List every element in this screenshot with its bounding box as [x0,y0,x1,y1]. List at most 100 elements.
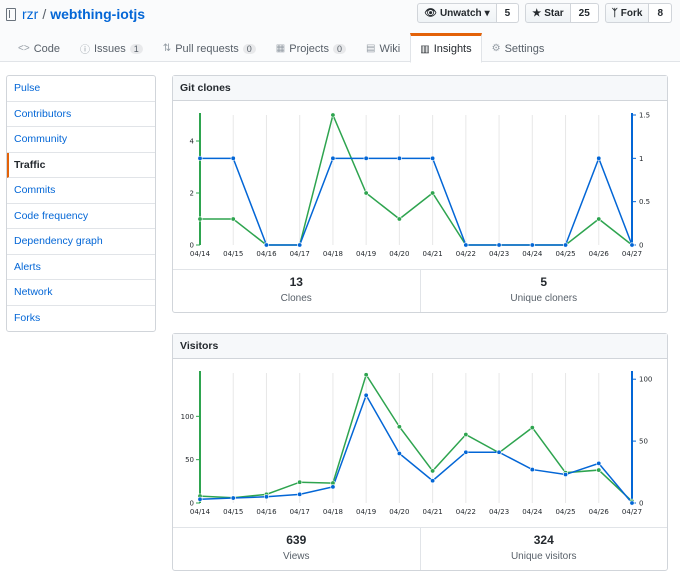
x-tick-label: 04/16 [256,508,277,516]
sidebar-item-forks[interactable]: Forks [14,312,41,325]
series-line-primary [200,112,633,246]
forks-count[interactable]: 8 [649,3,672,23]
right-axis-tick-label: 1.5 [639,112,650,120]
left-axis-tick-label: 2 [190,190,194,198]
series-line-secondary [199,393,633,504]
data-point [197,496,203,502]
left-axis-tick-label: 0 [190,500,194,508]
sidebar-item-code-frequency[interactable]: Code frequency [7,204,155,229]
data-point [297,491,303,497]
x-tick-label: 04/14 [190,250,211,258]
data-point [496,242,502,248]
stargazers-count[interactable]: 25 [570,3,599,23]
unique-cloners-summary-cell: 5 Unique cloners [419,270,668,312]
sidebar-item-contributors[interactable]: Contributors [7,102,155,127]
data-point [297,479,303,485]
right-axis-tick-label: 100 [639,376,652,384]
x-tick-label: 04/24 [522,250,543,258]
watchers-count[interactable]: 5 [496,3,520,23]
tab-pull-requests[interactable]: ⇅ Pull requests 0 [153,33,266,62]
code-icon: <> [18,43,30,54]
data-point [629,500,635,506]
watch-button-group: 👁 Unwatch ▾ 5 [417,3,520,23]
insights-sidebar: Pulse Contributors Community Traffic Com… [6,75,156,332]
data-point [563,472,569,478]
sidebar-item-community[interactable]: Community [7,127,155,153]
repo-name-link[interactable]: webthing-iotjs [50,6,146,22]
x-tick-label: 04/18 [323,508,343,516]
tab-settings[interactable]: ⚙ Settings [482,33,555,62]
data-point [596,460,602,466]
data-point [330,112,336,118]
data-point [396,216,402,222]
sidebar-item-alerts[interactable]: Alerts [7,255,155,280]
sidebar-item-traffic[interactable]: Traffic [7,152,155,178]
tab-issues[interactable]: ⓘ Issues 1 [70,33,153,62]
issues-count-badge: 1 [129,43,143,54]
unwatch-button[interactable]: 👁 Unwatch ▾ [417,3,497,23]
clones-total: 13 [289,275,303,289]
tab-insights-label: Insights [433,43,472,55]
tab-projects[interactable]: ▦ Projects 0 [266,33,356,62]
star-button[interactable]: ★ Star [525,3,571,23]
x-tick-label: 04/19 [356,250,376,258]
fork-button-group: ᛉ Fork 8 [604,3,672,23]
sidebar-item-dependency-graph[interactable]: Dependency graph [7,229,155,255]
right-axis-tick-label: 0 [639,242,643,250]
tab-projects-label: Projects [289,42,329,55]
fork-button[interactable]: ᛉ Fork [604,3,650,23]
x-tick-label: 04/15 [223,508,243,516]
left-axis-tick-label: 4 [190,138,195,146]
star-icon: ★ [532,7,542,19]
repo-owner-link[interactable]: rzr [22,6,39,22]
project-icon: ▦ [275,43,286,54]
visitors-title: Visitors [173,334,667,359]
x-tick-label: 04/17 [290,250,310,258]
tab-wiki[interactable]: ▤ Wiki [356,33,410,62]
data-point [430,155,436,161]
data-point [563,242,569,248]
data-point [596,216,602,222]
data-point [596,155,602,161]
left-axis-tick-label: 100 [181,413,194,421]
tab-pull-requests-label: Pull requests [175,42,239,55]
tab-insights[interactable]: ▥ Insights [410,33,482,63]
data-point [463,242,469,248]
visitors-chart: 04/14 04/15 04/16 04/17 04/18 04/19 04/20 04/21… [181,371,652,516]
repo-header: rzr / webthing-iotjs 👁 Unwatch ▾ 5 ★ Sta… [0,0,680,63]
repo-separator: / [42,6,47,22]
right-axis-tick-label: 0 [639,500,643,508]
data-point [496,449,502,455]
visitors-panel: Visitors 04/14 04/15 04/16 04/17 04/18 04/19 0… [172,333,668,571]
data-point [363,190,369,196]
x-tick-label: 04/26 [589,508,610,516]
sidebar-item-commits[interactable]: Commits [7,178,155,204]
views-label: Views [283,551,310,562]
x-tick-label: 04/22 [456,250,476,258]
data-point [430,478,436,484]
fork-icon: ᛉ [611,7,618,19]
tab-code[interactable]: <> Code [8,33,70,62]
data-point [463,432,469,438]
git-clones-panel: Git clones 04/14 04/15 04/16 04/17 04/18 04/1… [172,75,668,313]
x-tick-label: 04/20 [389,508,409,516]
clones-label: Clones [280,293,312,304]
data-point [197,155,203,161]
data-point [463,449,469,455]
unique-visitors-summary-cell: 324 Unique visitors [419,528,668,570]
git-clones-title: Git clones [173,76,667,101]
data-point [396,155,402,161]
x-tick-label: 04/20 [389,250,409,258]
x-tick-label: 04/25 [555,250,575,258]
sidebar-item-pulse[interactable]: Pulse [7,76,155,102]
x-tick-label: 04/21 [423,250,443,258]
graph-icon: ▥ [420,43,430,55]
issue-icon: ⓘ [79,45,90,56]
visitors-summary: 639 Views 324 Unique visitors [173,527,667,570]
x-tick-label: 04/26 [589,250,610,258]
data-point [529,467,535,473]
sidebar-item-network[interactable]: Network [7,280,155,306]
data-point [230,216,236,222]
views-total: 639 [286,533,307,547]
data-point [330,155,336,161]
